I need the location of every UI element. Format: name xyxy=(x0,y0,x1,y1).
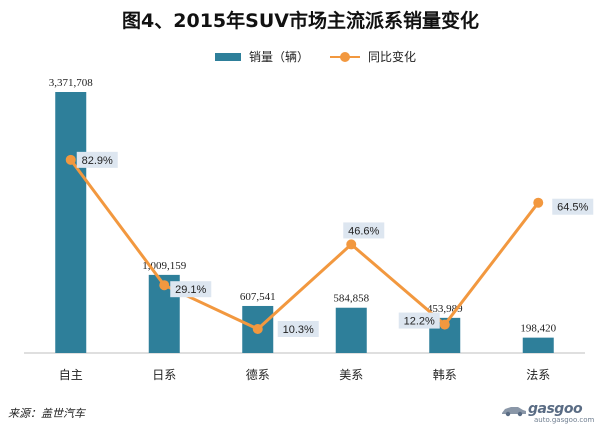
bar-3 xyxy=(335,307,367,353)
change-point-4 xyxy=(439,319,450,330)
change-point-1 xyxy=(159,280,170,291)
source-note: 来源：盖世汽车 xyxy=(8,407,85,420)
category-label-2: 德系 xyxy=(246,367,270,382)
legend: 销量（辆） 同比变化 xyxy=(0,48,601,68)
change-label-3: 46.6% xyxy=(348,225,379,237)
bar-value-label-5: 198,420 xyxy=(520,323,556,335)
legend-item-sales: 销量（辆） xyxy=(215,48,309,65)
bar-5 xyxy=(522,337,554,353)
change-point-0 xyxy=(65,154,76,165)
category-label-4: 韩系 xyxy=(433,367,457,382)
change-label-bg-5 xyxy=(552,198,594,215)
category-label-0: 自主 xyxy=(59,368,83,382)
change-label-bg-0 xyxy=(76,151,118,168)
change-label-0: 82.9% xyxy=(82,155,113,167)
legend-label-change: 同比变化 xyxy=(368,50,417,64)
legend-label-sales: 销量（辆） xyxy=(249,50,310,64)
change-label-bg-4 xyxy=(398,312,440,329)
change-label-bg-3 xyxy=(343,222,385,239)
bar-value-label-2: 607,541 xyxy=(240,291,276,303)
gasgoo-watermark-logo: gasgoo auto.gasgoo.com xyxy=(498,395,596,425)
chart-title: 图4、2015年SUV市场主流派系销量变化 xyxy=(122,10,479,32)
bar-value-label-3: 584,858 xyxy=(333,293,369,305)
change-point-2 xyxy=(252,324,263,335)
watermark-url: auto.gasgoo.com xyxy=(534,416,595,424)
category-label-1: 日系 xyxy=(152,368,176,382)
change-label-2: 10.3% xyxy=(283,324,314,336)
change-point-3 xyxy=(346,239,357,250)
change-label-1: 29.1% xyxy=(175,284,206,296)
legend-swatch-bar xyxy=(215,52,241,61)
change-label-4: 12.2% xyxy=(404,316,435,328)
change-label-bg-2 xyxy=(277,321,319,338)
car-icon xyxy=(502,407,526,417)
bar-value-label-0: 3,371,708 xyxy=(49,77,94,89)
change-label-bg-1 xyxy=(170,281,212,298)
change-point-5 xyxy=(533,197,544,208)
change-line xyxy=(69,158,540,331)
category-label-5: 法系 xyxy=(526,368,550,382)
legend-item-change: 同比变化 xyxy=(330,48,416,65)
legend-swatch-line xyxy=(330,51,360,63)
bar-0 xyxy=(55,92,87,353)
watermark-word: gasgoo xyxy=(528,401,583,417)
category-label-3: 美系 xyxy=(339,368,363,382)
change-label-5: 64.5% xyxy=(557,202,588,214)
